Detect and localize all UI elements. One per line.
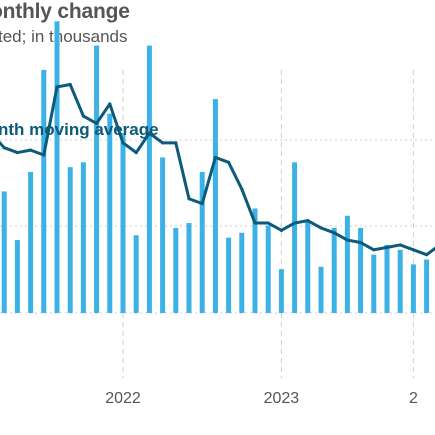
bar-mark bbox=[305, 220, 311, 313]
bar-mark bbox=[107, 113, 113, 313]
line-point bbox=[42, 153, 46, 157]
line-point bbox=[200, 202, 204, 206]
bar-mark bbox=[28, 172, 34, 313]
bar-mark bbox=[358, 227, 364, 313]
line-point bbox=[55, 85, 59, 89]
bar-mark bbox=[397, 249, 403, 313]
line-point bbox=[15, 150, 19, 155]
bar-mark bbox=[160, 157, 166, 313]
bar-mark bbox=[80, 162, 86, 313]
bar-mark bbox=[1, 191, 7, 313]
line-point bbox=[108, 102, 112, 106]
line-point bbox=[29, 148, 33, 152]
bar-mark bbox=[173, 227, 179, 313]
bar-mark bbox=[120, 133, 126, 313]
bar-mark bbox=[186, 223, 192, 313]
line-point bbox=[81, 114, 85, 118]
bar-mark bbox=[292, 162, 298, 313]
bar-mark bbox=[371, 254, 377, 313]
bar-mark bbox=[94, 45, 100, 313]
line-point bbox=[425, 253, 429, 257]
line-point bbox=[345, 238, 349, 242]
bar-mark bbox=[239, 232, 245, 313]
line-point bbox=[398, 243, 402, 247]
line-point bbox=[306, 219, 310, 223]
bar-mark bbox=[252, 208, 258, 313]
line-point bbox=[253, 221, 257, 225]
bar-mark bbox=[67, 167, 73, 313]
bar-mark bbox=[384, 244, 390, 313]
line-point bbox=[134, 150, 138, 155]
chart-title: onthly change bbox=[0, 0, 130, 23]
line-point bbox=[2, 146, 6, 150]
bar-mark bbox=[318, 266, 324, 313]
x-tick-label: 2 bbox=[409, 390, 418, 407]
line-point bbox=[266, 221, 270, 225]
axis-labels: 2022 2023 2 bbox=[105, 390, 418, 407]
line-point bbox=[187, 197, 191, 201]
line-point bbox=[385, 245, 389, 249]
line-point bbox=[227, 160, 231, 164]
bar-mark bbox=[133, 235, 139, 313]
line-point bbox=[279, 228, 283, 232]
moving-average-label: nth moving average bbox=[0, 120, 159, 139]
bar-mark bbox=[331, 227, 337, 313]
bar-mark bbox=[54, 21, 60, 314]
line-point bbox=[319, 226, 323, 230]
line-point bbox=[372, 248, 376, 252]
line-series bbox=[0, 82, 435, 257]
line-point bbox=[147, 131, 151, 135]
x-tick-label: 2023 bbox=[264, 390, 300, 407]
line-point bbox=[411, 248, 415, 252]
line-point bbox=[161, 141, 165, 145]
bar-mark bbox=[265, 225, 271, 313]
line-point bbox=[293, 221, 297, 225]
line-point bbox=[332, 231, 336, 235]
line-point bbox=[213, 155, 217, 160]
line-point bbox=[68, 82, 72, 87]
line-point bbox=[359, 240, 363, 245]
bar-mark bbox=[424, 259, 430, 313]
bar-mark bbox=[278, 269, 284, 313]
x-tick-label: 2022 bbox=[105, 390, 141, 407]
line-point bbox=[174, 141, 178, 145]
bar-mark bbox=[14, 240, 20, 313]
bar-mark bbox=[212, 99, 218, 313]
bar-mark bbox=[226, 237, 232, 313]
bar-mark bbox=[344, 215, 350, 313]
bar-series bbox=[1, 21, 430, 314]
chart-subtitle: ted; in thousands bbox=[0, 27, 128, 46]
line-point bbox=[95, 121, 99, 125]
bar-mark bbox=[146, 45, 152, 313]
bar-mark bbox=[41, 69, 47, 313]
bar-mark bbox=[199, 172, 205, 313]
bar-mark bbox=[410, 264, 416, 313]
line-point bbox=[240, 187, 244, 191]
line-point bbox=[121, 141, 125, 145]
